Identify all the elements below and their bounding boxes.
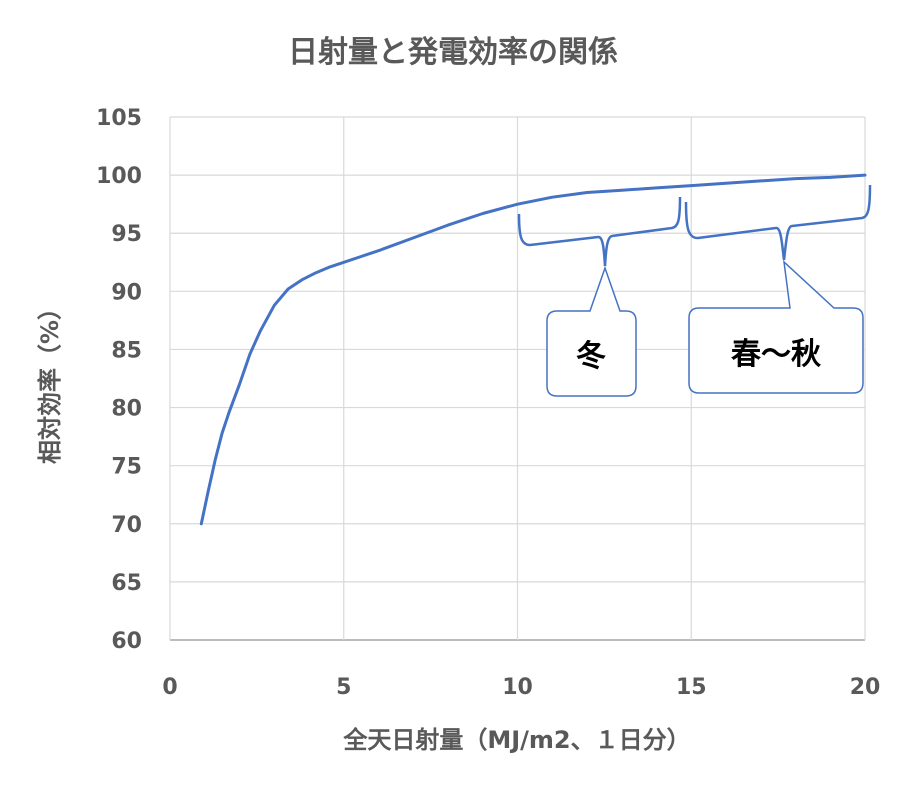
annotations: 冬 春～秋 [517, 184, 872, 397]
series-line [199, 173, 867, 526]
y-axis-title: 相対効率（%） [36, 296, 64, 464]
callout-spring-autumn [688, 260, 864, 394]
callout-winter [546, 265, 637, 397]
y-tick-label: 85 [111, 338, 142, 363]
brace-winter [517, 196, 682, 267]
callout-spring-autumn-label: 春～秋 [731, 337, 821, 372]
y-tick-label: 70 [111, 513, 142, 538]
x-tick-label: 5 [336, 675, 351, 700]
chart-title: 日射量と発電効率の関係 [288, 35, 618, 70]
y-tick-label: 100 [96, 164, 142, 189]
series-layer [199, 173, 867, 526]
y-tick-label: 65 [111, 571, 142, 596]
y-tick-label: 60 [111, 629, 142, 654]
callout-winter-label: 冬 [576, 339, 606, 374]
tick-labels: 60 65 70 75 80 85 90 95 100 105 0 5 10 15 20 [96, 106, 880, 700]
x-axis-title: 全天日射量（MJ/m2、１日分） [342, 726, 690, 754]
y-tick-label: 75 [111, 455, 142, 480]
x-tick-label: 20 [850, 675, 881, 700]
x-tick-label: 10 [502, 675, 533, 700]
y-tick-label: 105 [96, 106, 142, 131]
x-tick-label: 0 [162, 675, 177, 700]
y-tick-label: 95 [111, 222, 142, 247]
x-tick-label: 15 [676, 675, 707, 700]
y-tick-label: 90 [111, 280, 142, 305]
y-tick-label: 80 [111, 397, 142, 422]
brace-spring-autumn [684, 184, 872, 261]
